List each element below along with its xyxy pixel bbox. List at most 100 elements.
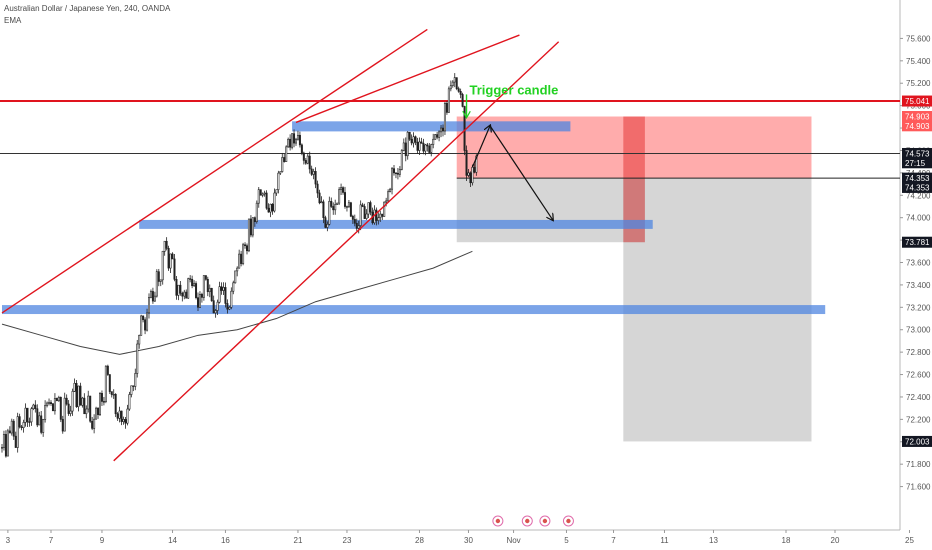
candle-body — [391, 168, 394, 190]
candle-body — [306, 155, 309, 164]
candle-body — [134, 373, 137, 387]
candle-body — [414, 136, 417, 143]
candle-body — [357, 225, 360, 229]
candle-body — [432, 138, 435, 145]
candle-body — [191, 279, 194, 287]
candle-body — [173, 258, 176, 280]
candle-body — [138, 335, 141, 345]
candle-body — [426, 144, 429, 147]
trigger-annotation: Trigger candle — [470, 82, 559, 97]
candle-body — [230, 290, 233, 308]
candle-body — [363, 206, 366, 219]
candle-body — [308, 155, 311, 170]
price-tick-label: 74.000 — [906, 214, 931, 223]
time-tick-label: Nov — [506, 536, 520, 545]
candle-body — [165, 240, 168, 249]
price-tick-label: 73.200 — [906, 303, 931, 312]
candle-body — [238, 253, 241, 269]
price-tick-label: 73.600 — [906, 259, 931, 268]
candle-body — [402, 142, 405, 151]
candle-body — [110, 391, 113, 395]
candle-body — [34, 404, 37, 410]
candle-body — [310, 168, 313, 175]
candle-body — [451, 81, 454, 86]
time-tick-label: 28 — [415, 536, 424, 545]
candle-body — [324, 217, 327, 228]
price-label: 73.781 — [902, 236, 932, 248]
time-tick-label: 30 — [464, 536, 473, 545]
candle-body — [73, 382, 76, 392]
candle-body — [265, 192, 268, 209]
candle-body — [224, 287, 227, 304]
time-tick-label: 14 — [168, 536, 177, 545]
candle-body — [392, 168, 395, 174]
time-tick-label: 7 — [49, 536, 54, 545]
candle-body — [85, 408, 88, 415]
candle-body — [79, 385, 82, 406]
candle-body — [400, 150, 403, 170]
candle-body — [210, 287, 213, 301]
candle-body — [381, 213, 384, 217]
candle-body — [277, 172, 280, 190]
candle-body — [157, 271, 160, 282]
candle-body — [412, 136, 415, 144]
price-label-text: 73.781 — [905, 238, 930, 247]
candle-body — [273, 192, 276, 212]
candle-body — [316, 183, 319, 194]
candle-body — [473, 166, 476, 173]
candle-body — [177, 284, 180, 296]
candle-body — [167, 248, 170, 269]
candle-body — [312, 171, 315, 175]
candle-body — [120, 410, 123, 422]
candle-body — [8, 430, 11, 434]
candle-body — [181, 292, 184, 297]
time-tick-label: 11 — [660, 536, 669, 545]
price-label-bg — [902, 111, 932, 123]
candle-body — [146, 312, 149, 331]
candle-body — [87, 395, 90, 410]
candle-body — [108, 374, 111, 392]
candle-body — [463, 106, 466, 151]
candle-body — [253, 217, 256, 223]
candle-body — [169, 253, 172, 269]
candle-body — [385, 200, 388, 203]
candle-body — [118, 410, 121, 419]
candle-body — [263, 192, 266, 195]
candle-body — [293, 133, 296, 144]
price-tick-label: 71.800 — [906, 460, 931, 469]
candle-body — [51, 403, 54, 412]
price-label: 74.353 — [902, 172, 932, 184]
candle-body — [189, 278, 192, 280]
candle-body — [441, 127, 444, 132]
candle-body — [302, 152, 305, 161]
candle-body — [422, 142, 425, 152]
candle-body — [40, 415, 43, 433]
candle-body — [349, 202, 352, 217]
candle-body — [61, 419, 64, 432]
candle-body — [206, 279, 209, 293]
candle-body — [296, 134, 299, 140]
trend-line — [295, 34, 520, 124]
candle-body — [179, 284, 182, 294]
candle-body — [130, 385, 133, 395]
price-label-bg — [902, 172, 932, 184]
candle-body — [424, 144, 427, 152]
candle-body — [285, 146, 288, 162]
candle-body — [353, 219, 356, 224]
candle-body — [0, 447, 3, 449]
candle-body — [65, 397, 68, 405]
candle-body — [461, 94, 464, 107]
candle-body — [104, 365, 107, 402]
candle-body — [63, 397, 66, 432]
price-label: 74.903 — [902, 111, 932, 123]
candle-body — [99, 393, 102, 415]
candle-body — [208, 287, 211, 293]
time-tick-label: 3 — [6, 536, 11, 545]
candle-body — [198, 293, 201, 308]
candle-body — [242, 244, 245, 264]
candle-body — [149, 291, 152, 298]
candle-body — [291, 133, 294, 148]
candle-body — [226, 303, 229, 310]
ema-line — [1, 250, 473, 355]
candle-body — [220, 286, 223, 291]
